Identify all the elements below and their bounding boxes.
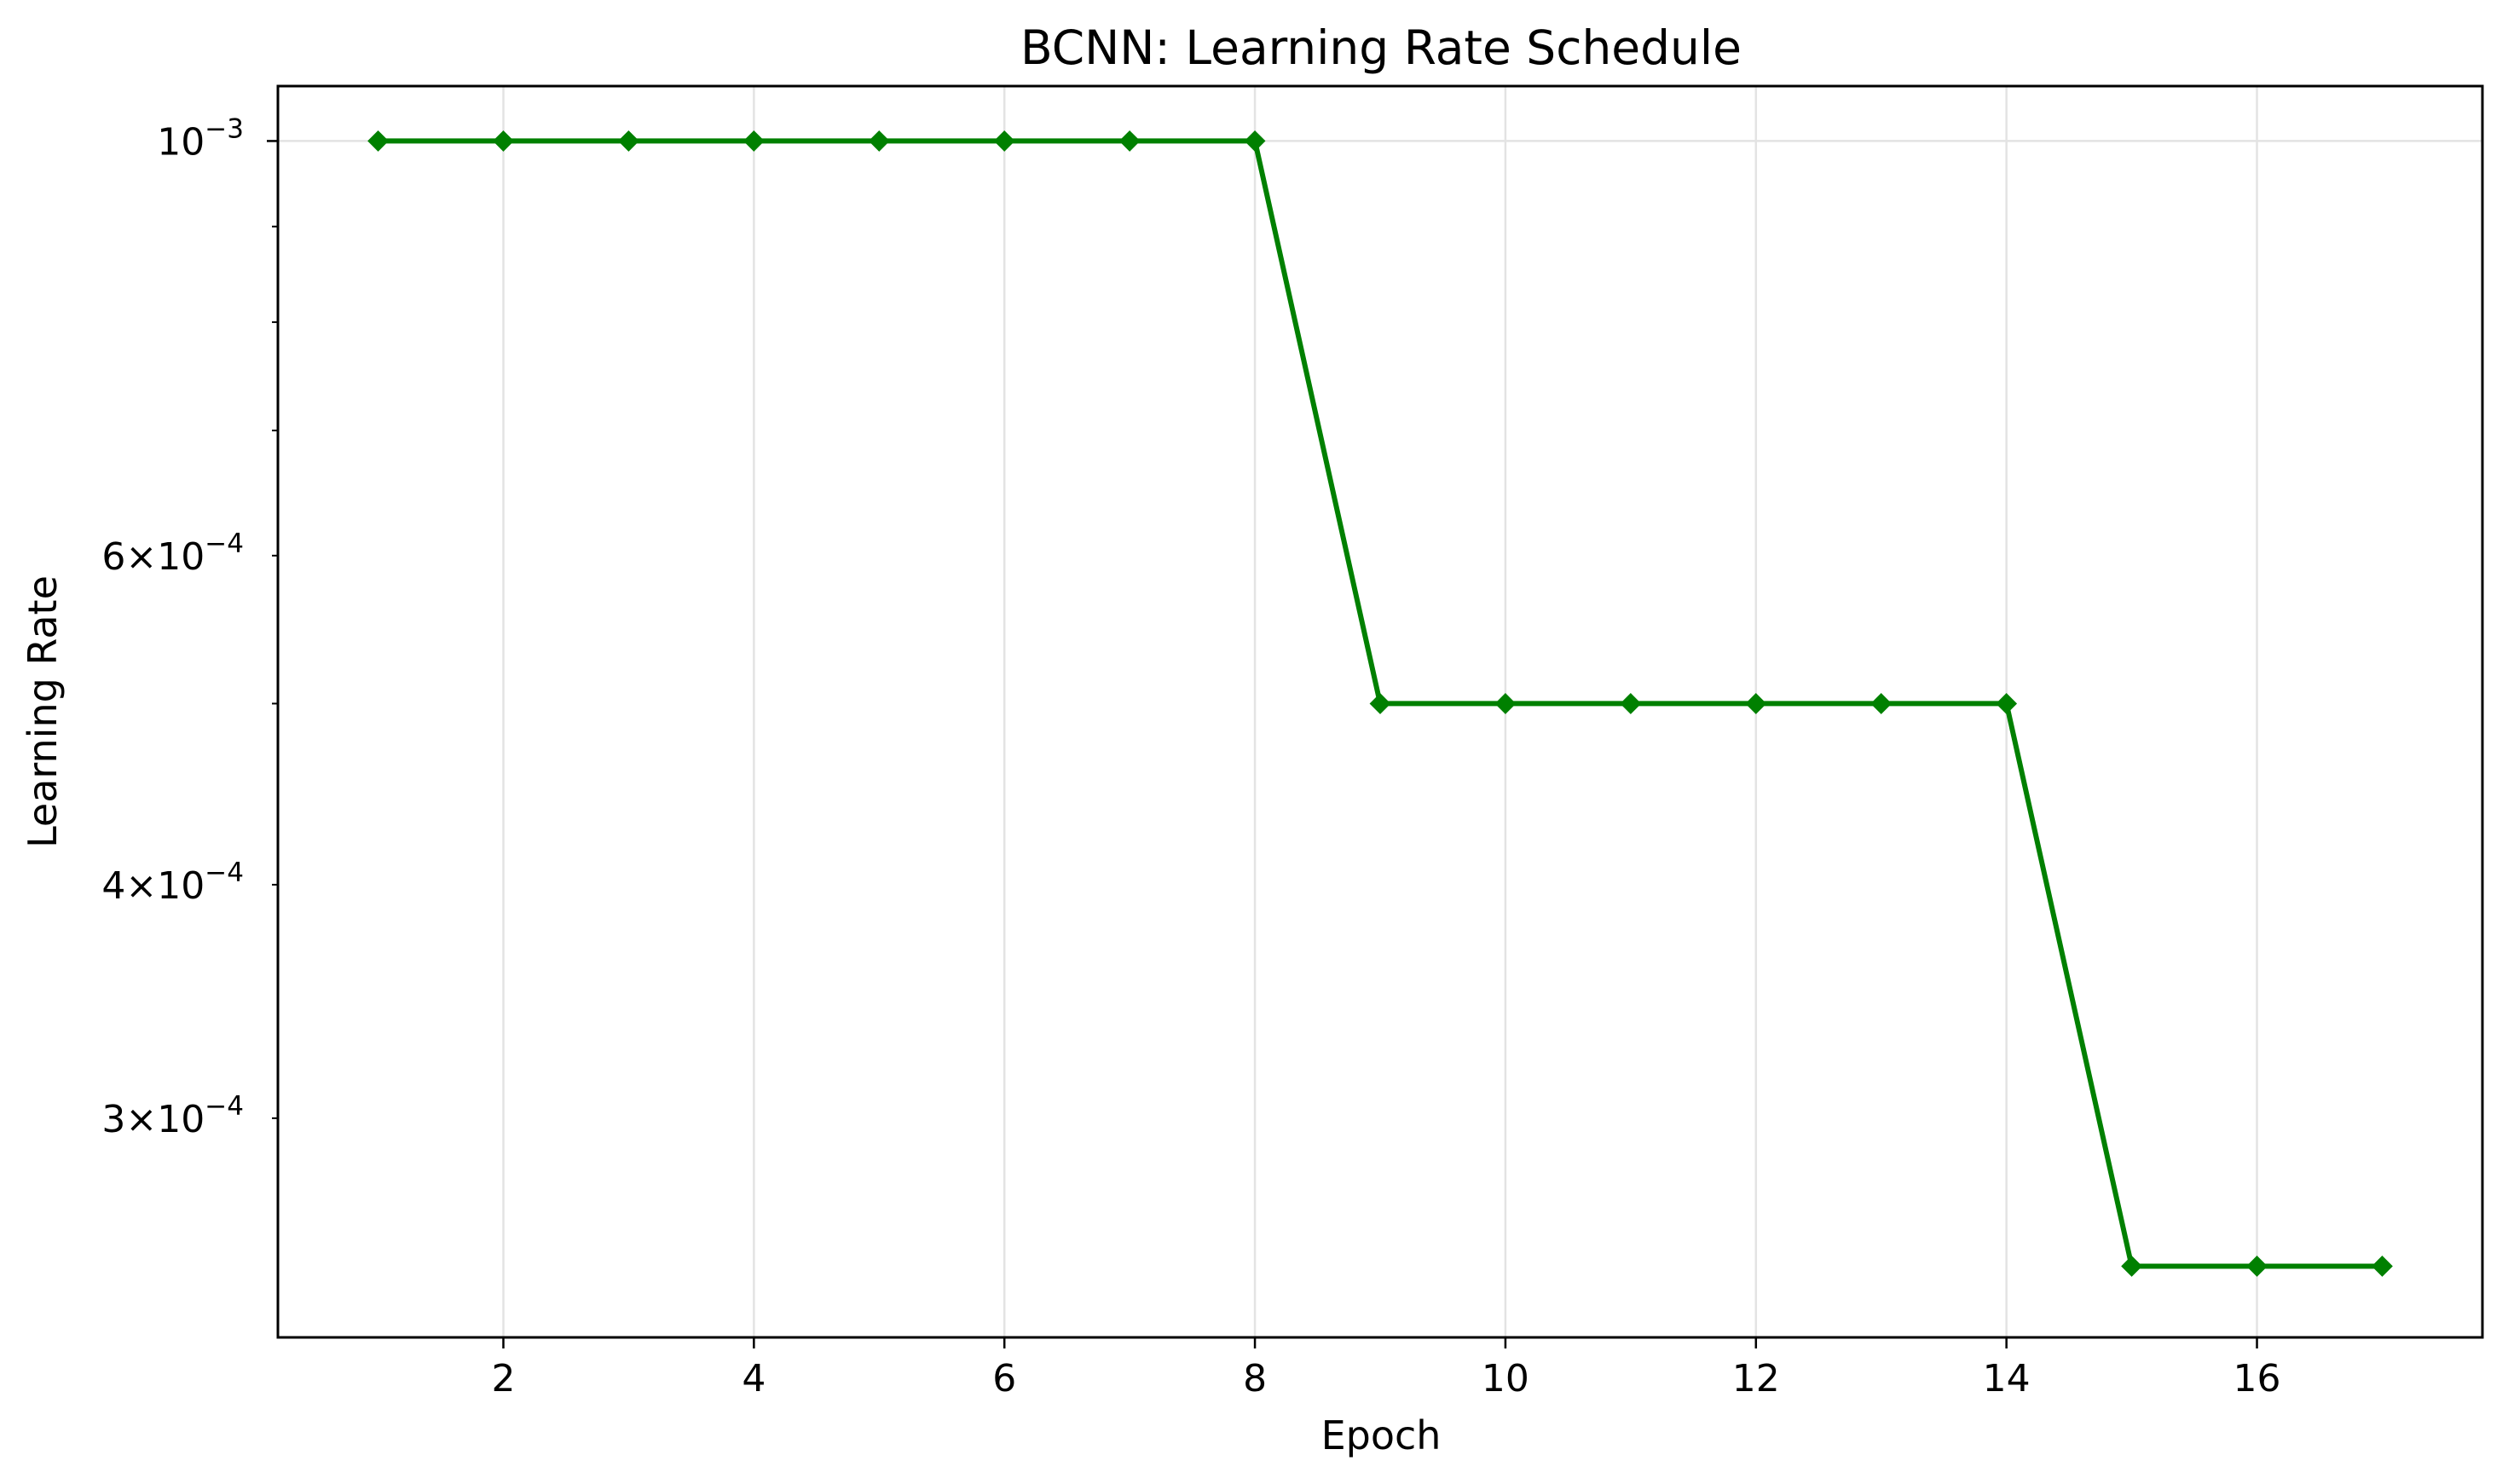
chart-title: BCNN: Learning Rate Schedule	[1020, 20, 1742, 75]
x-tick-label: 6	[992, 1357, 1016, 1400]
x-tick-label: 8	[1243, 1357, 1267, 1400]
y-tick-exponent: −3	[205, 113, 244, 144]
plot-area	[276, 84, 2484, 1339]
data-point-marker	[1745, 693, 1767, 714]
y-tick-mantissa: 6	[101, 535, 125, 579]
plot-frame	[276, 84, 2484, 1339]
x-tick-label: 2	[491, 1357, 515, 1400]
data-point-marker	[1620, 693, 1642, 714]
y-minor-tick-label: 3×10−4	[101, 1091, 244, 1141]
y-axis-label: Learning Rate	[20, 575, 66, 848]
data-point-marker	[2246, 1256, 2268, 1277]
data-point-marker	[868, 130, 890, 152]
y-tick-times-sign: ×	[125, 1098, 157, 1141]
data-point-marker	[1369, 693, 1391, 714]
y-tick-exponent: −4	[205, 857, 244, 888]
y-tick-times-sign: ×	[125, 864, 157, 908]
data-point-marker	[1244, 130, 1266, 152]
x-tick-label: 14	[1983, 1357, 2031, 1400]
y-tick-base: 10	[157, 120, 205, 164]
y-tick-base: 10	[157, 1098, 205, 1141]
data-point-marker	[743, 130, 765, 152]
data-point-marker	[493, 130, 514, 152]
y-major-tick-label: 10−3	[157, 113, 244, 164]
y-tick-times-sign: ×	[125, 535, 157, 579]
data-point-marker	[1118, 130, 1141, 152]
x-tick-label: 4	[742, 1357, 766, 1400]
series-layer	[367, 130, 2393, 1277]
data-point-marker	[617, 130, 639, 152]
data-point-marker	[367, 130, 389, 152]
x-tick-label: 10	[1482, 1357, 1529, 1400]
data-point-marker	[1870, 693, 1893, 714]
y-tick-mantissa: 3	[101, 1098, 125, 1141]
y-tick-exponent: −4	[205, 528, 244, 559]
x-tick-label: 16	[2234, 1357, 2281, 1400]
y-tick-mantissa: 4	[101, 864, 125, 908]
data-point-marker	[2372, 1256, 2393, 1277]
data-point-marker	[993, 130, 1015, 152]
y-tick-exponent: −4	[205, 1091, 244, 1122]
x-tick-label: 12	[1732, 1357, 1780, 1400]
y-minor-tick-label: 4×10−4	[101, 857, 244, 908]
y-minor-tick-label: 6×10−4	[101, 528, 244, 579]
x-axis: 2 4 6 8 10 12 14 16	[491, 1337, 2281, 1400]
y-tick-base: 10	[157, 864, 205, 908]
y-tick-base: 10	[157, 535, 205, 579]
x-axis-label: Epoch	[1321, 1412, 1442, 1458]
data-point-marker	[1494, 693, 1517, 714]
data-point-marker	[2121, 1256, 2143, 1277]
y-axis: 10−33×10−44×10−46×10−4	[101, 113, 278, 1141]
data-point-marker	[1996, 693, 2018, 714]
